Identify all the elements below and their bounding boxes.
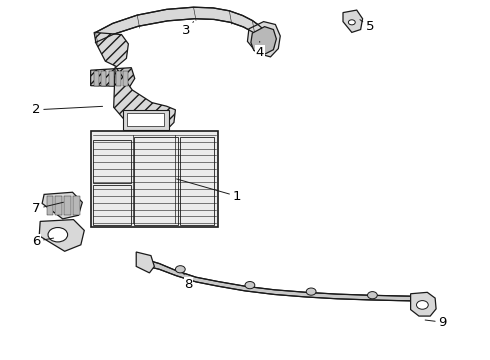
Polygon shape [39, 220, 84, 251]
Circle shape [306, 288, 316, 295]
Polygon shape [114, 67, 175, 135]
Text: 5: 5 [360, 20, 374, 33]
Polygon shape [64, 196, 71, 215]
FancyBboxPatch shape [91, 131, 218, 227]
Bar [93, 185, 131, 225]
Polygon shape [47, 196, 53, 215]
Polygon shape [123, 71, 128, 86]
Text: 2: 2 [32, 103, 102, 116]
Circle shape [245, 282, 255, 289]
Polygon shape [96, 7, 265, 42]
Text: 6: 6 [32, 235, 53, 248]
Bar [93, 140, 131, 183]
Polygon shape [73, 196, 80, 215]
Bar [134, 137, 178, 225]
Polygon shape [94, 32, 128, 67]
Text: 4: 4 [255, 41, 264, 59]
Circle shape [348, 20, 355, 25]
Text: 3: 3 [182, 22, 194, 37]
Circle shape [416, 301, 428, 309]
Polygon shape [42, 192, 82, 219]
Polygon shape [145, 259, 416, 301]
Polygon shape [261, 29, 274, 47]
Polygon shape [91, 68, 135, 86]
Polygon shape [251, 27, 276, 55]
Bar [180, 137, 214, 225]
Polygon shape [411, 292, 436, 316]
Polygon shape [94, 71, 99, 86]
Text: 8: 8 [184, 274, 193, 291]
Polygon shape [109, 71, 114, 86]
Polygon shape [101, 71, 106, 86]
Text: 1: 1 [176, 179, 241, 203]
Circle shape [48, 228, 68, 242]
Polygon shape [116, 71, 121, 86]
Circle shape [175, 266, 185, 273]
Bar [122, 110, 169, 130]
Text: 7: 7 [32, 202, 63, 215]
Bar [127, 113, 164, 126]
Text: 9: 9 [425, 316, 447, 329]
Circle shape [368, 292, 377, 299]
Polygon shape [343, 10, 363, 32]
Polygon shape [136, 252, 154, 273]
Polygon shape [247, 22, 280, 57]
Polygon shape [55, 196, 62, 215]
